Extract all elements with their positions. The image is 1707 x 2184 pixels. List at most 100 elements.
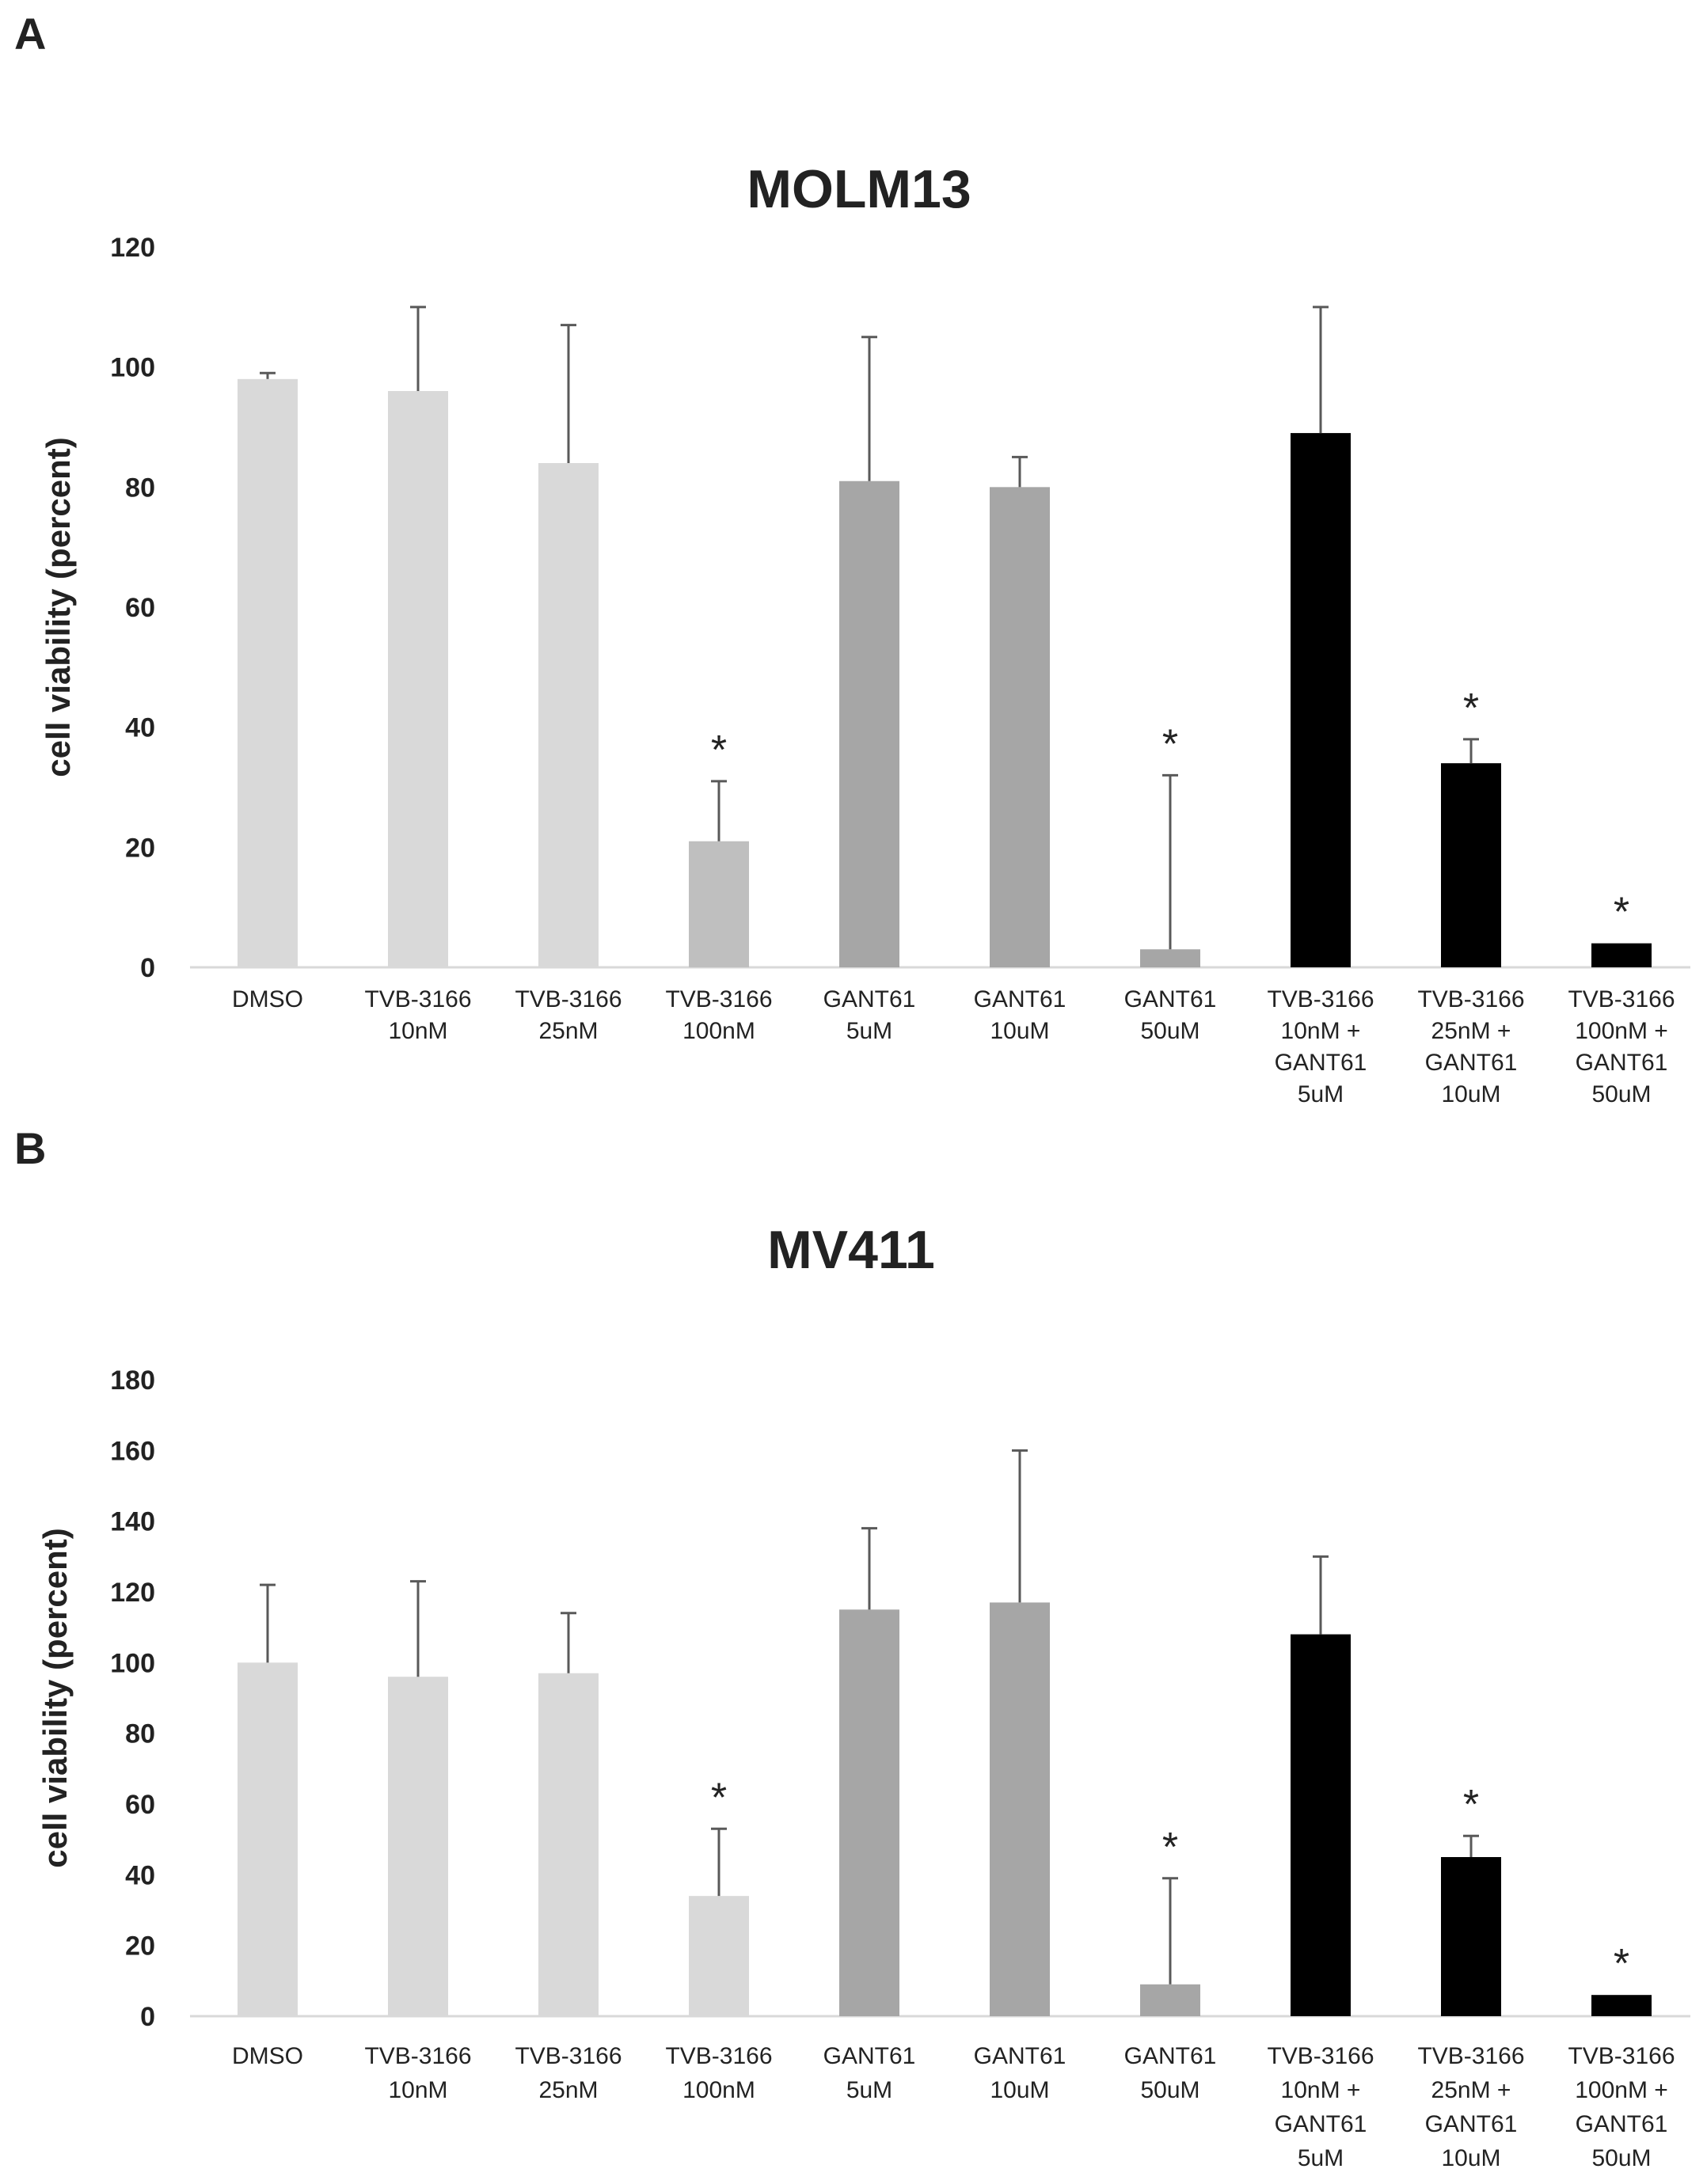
panel-a-category-label: DMSO xyxy=(232,986,303,1012)
panel-a-bar xyxy=(1140,949,1200,967)
panel-b-category-label: GANT61 xyxy=(1425,2111,1518,2137)
panel-a-title: MOLM13 xyxy=(747,159,971,219)
panel-b-category-label: GANT61 xyxy=(823,2043,916,2069)
panel-b-bar xyxy=(689,1896,749,2016)
panel-a-bar xyxy=(839,480,899,967)
panel-b-category-label: 10nM + xyxy=(1281,2077,1361,2103)
panel-b-category-label: GANT61 xyxy=(974,2043,1066,2069)
panel-b-category-label: TVB-3166 xyxy=(1417,2043,1524,2069)
panel-b-category-label: 25nM + xyxy=(1431,2077,1511,2103)
panel-a-y-tick-label: 60 xyxy=(125,593,155,623)
panel-a-category-label: 25nM + xyxy=(1431,1018,1511,1044)
panel-a-category-label: TVB-3166 xyxy=(515,986,622,1012)
panel-a-category-label: GANT61 xyxy=(1576,1050,1668,1076)
panel-b-bar xyxy=(1291,1634,1351,2016)
panel-a-y-axis-label: cell viability (percent) xyxy=(40,437,77,777)
panel-a-bar xyxy=(689,841,749,967)
panel-a-category-label: 5uM xyxy=(846,1018,892,1044)
panel-a-category-label: 100nM xyxy=(682,1018,755,1044)
panel-b-category-label: 100nM xyxy=(682,2077,755,2103)
panel-a-category-label: TVB-3166 xyxy=(1568,986,1675,1012)
panel-b-y-tick-label: 20 xyxy=(125,1931,155,1962)
panel-b-significance-mark: * xyxy=(1614,1941,1629,1987)
panel-b-y-tick-label: 180 xyxy=(110,1365,155,1396)
panel-b-category-label: 100nM + xyxy=(1575,2077,1668,2103)
panel-b-category-label: TVB-3166 xyxy=(1267,2043,1374,2069)
panel-b-category-label: TVB-3166 xyxy=(364,2043,471,2069)
panel-a-y-tick-label: 120 xyxy=(110,233,155,263)
panel-b-bar xyxy=(388,1677,448,2016)
panel-a-letter: A xyxy=(14,9,46,59)
panel-a-category-label: 10nM xyxy=(388,1018,447,1044)
panel-b-category-label: 50uM xyxy=(1140,2077,1199,2103)
panel-b-significance-mark: * xyxy=(711,1775,727,1821)
panel-b-bar xyxy=(990,1602,1050,2016)
panel-b-bar xyxy=(1140,1984,1200,2016)
panel-b-y-tick-label: 160 xyxy=(110,1436,155,1466)
panel-b-category-label: GANT61 xyxy=(1124,2043,1217,2069)
panel-b-y-tick-label: 60 xyxy=(125,1790,155,1820)
panel-b-category-label: 10nM xyxy=(388,2077,447,2103)
panel-b-category-label: 50uM xyxy=(1591,2145,1651,2171)
panel-a-bar xyxy=(538,463,599,967)
panel-a-category-label: 50uM xyxy=(1140,1018,1199,1044)
panel-b-bar xyxy=(238,1662,298,2016)
panel-a-category-label: 50uM xyxy=(1591,1081,1651,1107)
panel-a-category-label: TVB-3166 xyxy=(1417,986,1524,1012)
panel-b-y-tick-label: 120 xyxy=(110,1578,155,1608)
panel-a-category-label: TVB-3166 xyxy=(665,986,772,1012)
panel-a-significance-mark: * xyxy=(1614,890,1629,936)
panel-b-category-label: DMSO xyxy=(232,2043,303,2069)
panel-b-bar xyxy=(839,1609,899,2016)
panel-b-category-label: 10uM xyxy=(990,2077,1049,2103)
panel-a-y-tick-label: 40 xyxy=(125,713,155,743)
panel-a-category-label: TVB-3166 xyxy=(364,986,471,1012)
panel-a-category-label: TVB-3166 xyxy=(1267,986,1374,1012)
panel-a-y-tick-label: 100 xyxy=(110,353,155,383)
panel-b-bar xyxy=(1591,1995,1652,2016)
panel-a-category-label: GANT61 xyxy=(974,986,1066,1012)
panel-b-category-label: GANT61 xyxy=(1275,2111,1367,2137)
panel-a-significance-mark: * xyxy=(1162,721,1178,767)
panel-a-y-tick-label: 20 xyxy=(125,833,155,863)
panel-b-bar xyxy=(1441,1857,1501,2016)
panel-a-bar xyxy=(990,487,1050,967)
panel-b-y-tick-label: 100 xyxy=(110,1648,155,1678)
panel-b-category-label: TVB-3166 xyxy=(1568,2043,1675,2069)
panel-b-y-tick-label: 40 xyxy=(125,1860,155,1890)
panel-a-y-tick-label: 0 xyxy=(140,953,155,983)
panel-a-category-label: 100nM + xyxy=(1575,1018,1668,1044)
panel-b-category-label: 10uM xyxy=(1441,2145,1500,2171)
panel-a-bar xyxy=(1291,433,1351,967)
panel-b-y-tick-label: 0 xyxy=(140,2002,155,2032)
panel-a-category-label: 10uM xyxy=(990,1018,1049,1044)
panel-a-category-label: 5uM xyxy=(1298,1081,1344,1107)
panel-a-category-label: 10uM xyxy=(1441,1081,1500,1107)
panel-b-y-tick-label: 140 xyxy=(110,1507,155,1537)
panel-a-category-label: GANT61 xyxy=(823,986,916,1012)
panel-a-significance-mark: * xyxy=(1463,686,1479,731)
panel-b-title: MV411 xyxy=(767,1220,935,1280)
panel-b-category-label: 5uM xyxy=(846,2077,892,2103)
panel-b-y-tick-label: 80 xyxy=(125,1719,155,1749)
panel-a-category-label: 10nM + xyxy=(1281,1018,1361,1044)
panel-b-significance-mark: * xyxy=(1162,1825,1178,1871)
panel-b-y-axis-label: cell viability (percent) xyxy=(36,1528,74,1867)
panel-a-category-label: GANT61 xyxy=(1425,1050,1518,1076)
panel-b-category-label: TVB-3166 xyxy=(665,2043,772,2069)
panel-a-bar xyxy=(388,391,448,967)
panel-a-category-label: 25nM xyxy=(538,1018,598,1044)
panel-a-significance-mark: * xyxy=(711,727,727,773)
panel-a-category-label: GANT61 xyxy=(1275,1050,1367,1076)
panel-b-category-label: 5uM xyxy=(1298,2145,1344,2171)
panel-a-bar xyxy=(1591,943,1652,967)
panel-a-bar xyxy=(1441,763,1501,967)
panel-a-category-label: GANT61 xyxy=(1124,986,1217,1012)
panel-a-bar xyxy=(238,378,298,967)
panel-b-bar xyxy=(538,1673,599,2016)
panel-a-y-tick-label: 80 xyxy=(125,473,155,503)
panel-b-letter: B xyxy=(14,1123,46,1173)
panel-b-category-label: TVB-3166 xyxy=(515,2043,622,2069)
panel-b-category-label: GANT61 xyxy=(1576,2111,1668,2137)
